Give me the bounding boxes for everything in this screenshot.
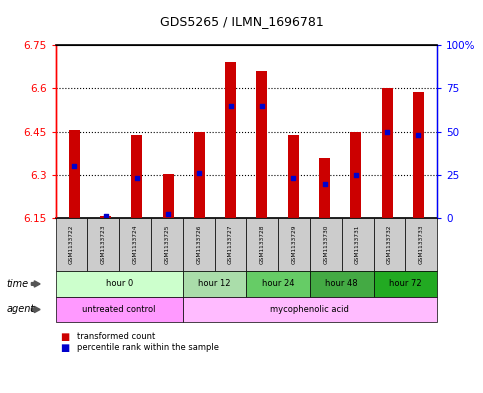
Text: GSM1133723: GSM1133723 xyxy=(101,225,106,264)
Text: untreated control: untreated control xyxy=(83,305,156,314)
Text: percentile rank within the sample: percentile rank within the sample xyxy=(77,343,219,352)
Text: hour 12: hour 12 xyxy=(199,279,231,288)
Text: hour 24: hour 24 xyxy=(262,279,294,288)
Point xyxy=(164,211,172,217)
Text: mycophenolic acid: mycophenolic acid xyxy=(270,305,349,314)
Point xyxy=(414,131,422,138)
Bar xyxy=(131,134,142,218)
Bar xyxy=(225,62,236,218)
Point xyxy=(289,175,297,182)
Text: GSM1133725: GSM1133725 xyxy=(164,225,170,264)
Bar xyxy=(413,92,424,218)
Bar xyxy=(350,132,361,218)
Text: GSM1133733: GSM1133733 xyxy=(419,225,424,264)
Point xyxy=(321,180,328,187)
Text: GSM1133730: GSM1133730 xyxy=(323,225,328,264)
Text: GSM1133729: GSM1133729 xyxy=(292,225,297,264)
Text: GSM1133722: GSM1133722 xyxy=(69,225,74,264)
Text: GDS5265 / ILMN_1696781: GDS5265 / ILMN_1696781 xyxy=(159,15,324,28)
Bar xyxy=(100,217,111,218)
Point xyxy=(352,172,360,178)
Text: agent: agent xyxy=(6,305,34,314)
Point xyxy=(133,175,141,182)
Bar xyxy=(382,88,393,218)
Text: GSM1133726: GSM1133726 xyxy=(196,225,201,264)
Bar xyxy=(163,174,173,218)
Point xyxy=(383,129,391,135)
Point xyxy=(71,163,78,169)
Text: GSM1133731: GSM1133731 xyxy=(355,225,360,264)
Bar xyxy=(288,134,298,218)
Text: hour 72: hour 72 xyxy=(389,279,422,288)
Text: GSM1133728: GSM1133728 xyxy=(260,225,265,264)
Text: GSM1133724: GSM1133724 xyxy=(132,225,138,264)
Text: hour 0: hour 0 xyxy=(105,279,133,288)
Text: GSM1133727: GSM1133727 xyxy=(228,225,233,264)
Bar xyxy=(69,130,80,218)
Text: GSM1133732: GSM1133732 xyxy=(387,225,392,264)
Point xyxy=(196,169,203,176)
Text: transformed count: transformed count xyxy=(77,332,156,341)
Text: ■: ■ xyxy=(60,332,70,342)
Bar xyxy=(319,158,330,218)
Point xyxy=(227,103,235,109)
Bar xyxy=(194,132,205,218)
Point xyxy=(258,103,266,109)
Text: hour 48: hour 48 xyxy=(326,279,358,288)
Bar xyxy=(256,71,268,218)
Point xyxy=(102,213,110,219)
Text: ■: ■ xyxy=(60,343,70,353)
Text: time: time xyxy=(6,279,28,289)
